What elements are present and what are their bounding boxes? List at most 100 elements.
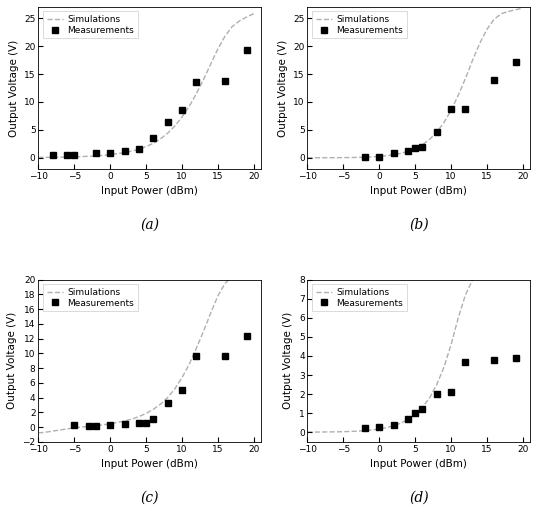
- Simulations: [136, 146, 142, 153]
- Text: (a): (a): [140, 218, 159, 232]
- Simulations: [107, 421, 113, 427]
- Measurements: [362, 425, 368, 432]
- Simulations: [193, 90, 200, 97]
- Simulations: [491, 16, 497, 22]
- Simulations: [229, 23, 236, 29]
- Measurements: [362, 154, 368, 160]
- Legend: Simulations, Measurements: Simulations, Measurements: [43, 284, 137, 311]
- Y-axis label: Output Voltage (V): Output Voltage (V): [9, 39, 19, 136]
- Simulations: [186, 361, 192, 368]
- X-axis label: Input Power (dBm): Input Power (dBm): [101, 459, 198, 469]
- Simulations: [426, 395, 433, 401]
- Measurements: [405, 416, 411, 422]
- Simulations: [304, 155, 311, 161]
- Simulations: [78, 424, 85, 430]
- Simulations: [128, 416, 135, 422]
- Simulations: [64, 154, 70, 160]
- Simulations: [143, 410, 149, 417]
- Simulations: [100, 422, 106, 428]
- Text: (c): (c): [141, 491, 159, 505]
- Simulations: [150, 140, 156, 146]
- Simulations: [172, 123, 178, 129]
- Measurements: [193, 353, 200, 359]
- Simulations: [419, 404, 426, 410]
- Measurements: [222, 353, 228, 359]
- Simulations: [128, 148, 135, 154]
- Simulations: [311, 155, 318, 161]
- Simulations: [114, 150, 121, 157]
- Simulations: [207, 61, 214, 67]
- Simulations: [57, 154, 63, 160]
- Simulations: [49, 428, 56, 434]
- Simulations: [498, 254, 505, 260]
- Simulations: [172, 386, 178, 392]
- Simulations: [215, 46, 221, 52]
- Simulations: [157, 401, 164, 407]
- Line: Measurements: Measurements: [362, 355, 519, 431]
- Simulations: [484, 26, 490, 33]
- Measurements: [448, 389, 454, 396]
- Simulations: [505, 8, 512, 14]
- Simulations: [85, 423, 92, 430]
- Measurements: [222, 78, 228, 84]
- Measurements: [85, 422, 92, 429]
- Simulations: [114, 419, 121, 425]
- Simulations: [426, 136, 433, 143]
- Simulations: [397, 150, 404, 157]
- Simulations: [455, 315, 461, 321]
- Simulations: [369, 154, 375, 160]
- Measurements: [462, 105, 469, 112]
- Measurements: [376, 423, 382, 430]
- Simulations: [405, 148, 411, 155]
- Measurements: [121, 148, 128, 154]
- Legend: Simulations, Measurements: Simulations, Measurements: [43, 11, 137, 38]
- Line: Simulations: Simulations: [39, 13, 254, 157]
- Measurements: [433, 391, 440, 397]
- Simulations: [354, 154, 361, 160]
- Measurements: [405, 147, 411, 154]
- Measurements: [150, 135, 156, 141]
- Simulations: [35, 430, 42, 436]
- Measurements: [64, 152, 70, 158]
- Measurements: [164, 400, 171, 406]
- Simulations: [469, 57, 476, 63]
- Simulations: [362, 428, 368, 434]
- Measurements: [376, 154, 382, 160]
- Measurements: [390, 421, 397, 428]
- Line: Simulations: Simulations: [39, 266, 254, 433]
- Simulations: [78, 154, 85, 160]
- Measurements: [121, 421, 128, 427]
- Measurements: [92, 423, 99, 430]
- Simulations: [229, 273, 236, 279]
- Simulations: [347, 429, 354, 435]
- Simulations: [57, 427, 63, 433]
- Simulations: [376, 426, 382, 432]
- Simulations: [333, 155, 339, 161]
- Simulations: [71, 424, 77, 431]
- Measurements: [491, 357, 497, 363]
- Simulations: [243, 266, 250, 272]
- Measurements: [143, 419, 149, 425]
- Measurements: [412, 145, 418, 151]
- Measurements: [107, 422, 113, 428]
- Simulations: [200, 328, 207, 334]
- Simulations: [164, 130, 171, 136]
- Simulations: [179, 114, 185, 120]
- Simulations: [476, 40, 483, 47]
- Simulations: [143, 144, 149, 150]
- Measurements: [107, 150, 113, 156]
- Simulations: [100, 152, 106, 158]
- Simulations: [35, 154, 42, 160]
- Simulations: [383, 424, 390, 431]
- Measurements: [433, 128, 440, 134]
- Measurements: [193, 79, 200, 85]
- Y-axis label: Output Voltage (V): Output Voltage (V): [7, 312, 17, 409]
- Simulations: [164, 394, 171, 401]
- Simulations: [405, 416, 411, 422]
- Y-axis label: Output Voltage (V): Output Voltage (V): [278, 39, 288, 136]
- Simulations: [107, 151, 113, 158]
- Measurements: [71, 152, 77, 158]
- Measurements: [71, 422, 77, 428]
- Text: (b): (b): [409, 218, 429, 232]
- X-axis label: Input Power (dBm): Input Power (dBm): [371, 459, 467, 469]
